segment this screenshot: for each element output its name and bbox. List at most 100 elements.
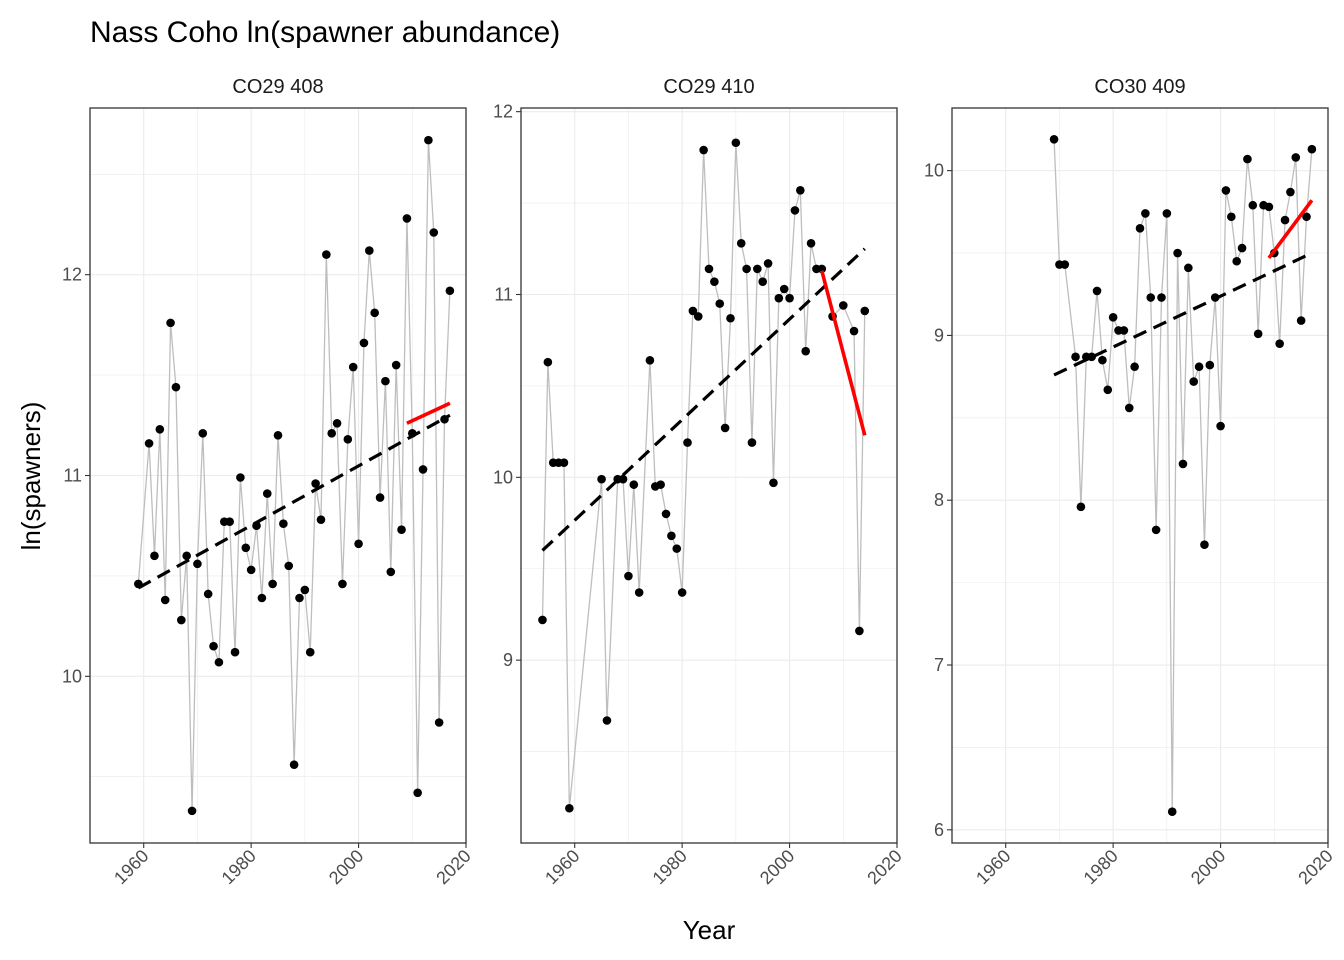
chart-title: Nass Coho ln(spawner abundance) [90, 16, 560, 49]
data-point [860, 306, 870, 316]
data-point [348, 362, 358, 372]
data-point [375, 493, 385, 502]
x-tick-label: 1980 [649, 846, 691, 888]
data-point [305, 647, 315, 657]
data-point [1167, 807, 1177, 816]
data-point [1296, 316, 1306, 325]
data-points [538, 138, 870, 813]
data-point [1243, 154, 1252, 164]
data-point [246, 565, 256, 575]
data-point [327, 429, 337, 438]
data-points [1049, 135, 1317, 816]
data-point [1135, 224, 1145, 233]
data-point [252, 521, 261, 531]
data-point [677, 588, 687, 597]
data-point [386, 567, 396, 577]
observed-series-line [541, 142, 866, 809]
data-point [198, 429, 208, 438]
data-point [160, 595, 170, 605]
data-point [241, 543, 251, 553]
data-point [715, 299, 725, 308]
data-point [1092, 286, 1102, 296]
data-point [1184, 263, 1193, 273]
data-point [171, 382, 181, 392]
data-point [322, 250, 331, 259]
data-point [736, 238, 746, 248]
data-point [1227, 212, 1236, 222]
data-point [402, 214, 412, 223]
data-point [187, 806, 197, 816]
data-point [166, 318, 175, 328]
data-point [1108, 312, 1118, 322]
data-point [704, 264, 714, 274]
data-point [230, 647, 240, 657]
data-point [763, 259, 773, 268]
data-point [624, 571, 633, 581]
data-point [300, 585, 310, 595]
data-point [693, 312, 703, 321]
data-point [801, 346, 810, 356]
x-tick-label: 1980 [218, 846, 260, 888]
data-point [1253, 329, 1263, 339]
y-tick-label: 11 [494, 284, 513, 304]
data-point [1248, 200, 1258, 210]
data-point [359, 338, 369, 348]
x-axis-title: Year [683, 915, 736, 945]
data-point [193, 559, 202, 569]
data-point [699, 145, 708, 155]
facet-strip-label: CO29 408 [232, 76, 323, 98]
data-point [1275, 339, 1284, 348]
data-point [316, 515, 326, 524]
grid-lines [520, 108, 898, 843]
recent-trend-line [820, 270, 867, 436]
data-point [806, 238, 816, 248]
y-tick-label: 12 [493, 102, 513, 122]
data-point [753, 264, 762, 274]
data-point [559, 458, 569, 468]
data-point [817, 264, 827, 274]
data-point [295, 593, 304, 603]
data-point [1200, 540, 1209, 550]
y-tick-label: 12 [62, 265, 82, 285]
grid-lines [951, 108, 1329, 843]
data-point [785, 293, 794, 303]
data-point [1189, 377, 1199, 386]
x-tick-label: 2020 [1294, 846, 1336, 888]
data-point [407, 429, 417, 438]
data-point [289, 760, 299, 769]
data-point [774, 293, 784, 303]
data-point [710, 277, 719, 286]
x-tick-label: 2000 [1187, 846, 1229, 888]
data-point [279, 519, 288, 528]
data-point [1216, 421, 1225, 431]
data-point [381, 376, 390, 386]
data-point [203, 589, 213, 599]
data-point [365, 246, 374, 255]
data-point [618, 474, 628, 484]
data-point [391, 360, 401, 370]
data-point [1264, 202, 1274, 212]
x-tick-label: 2020 [863, 846, 905, 888]
data-point [726, 313, 735, 323]
facet-panels: CO29 408 10 11 12 1960 1980 2000 2020 CO29 410 9 1… [62, 76, 1337, 888]
data-point [656, 480, 665, 489]
x-tick-label: 2000 [325, 846, 367, 888]
data-point [1291, 153, 1301, 162]
data-point [758, 277, 768, 286]
data-point [747, 438, 757, 447]
x-tick-label: 2000 [756, 846, 798, 888]
data-point [1087, 352, 1096, 362]
data-point [236, 473, 245, 482]
recent-trend-line [406, 401, 451, 425]
y-tick-label: 8 [934, 490, 944, 510]
data-point [672, 544, 682, 553]
data-point [268, 579, 277, 589]
data-point [257, 593, 267, 603]
data-point [440, 414, 449, 424]
data-point [1060, 260, 1070, 269]
data-point [565, 803, 574, 813]
data-point [429, 228, 439, 237]
y-tick-label: 10 [62, 666, 82, 686]
data-point [634, 588, 644, 597]
data-point [150, 551, 159, 561]
